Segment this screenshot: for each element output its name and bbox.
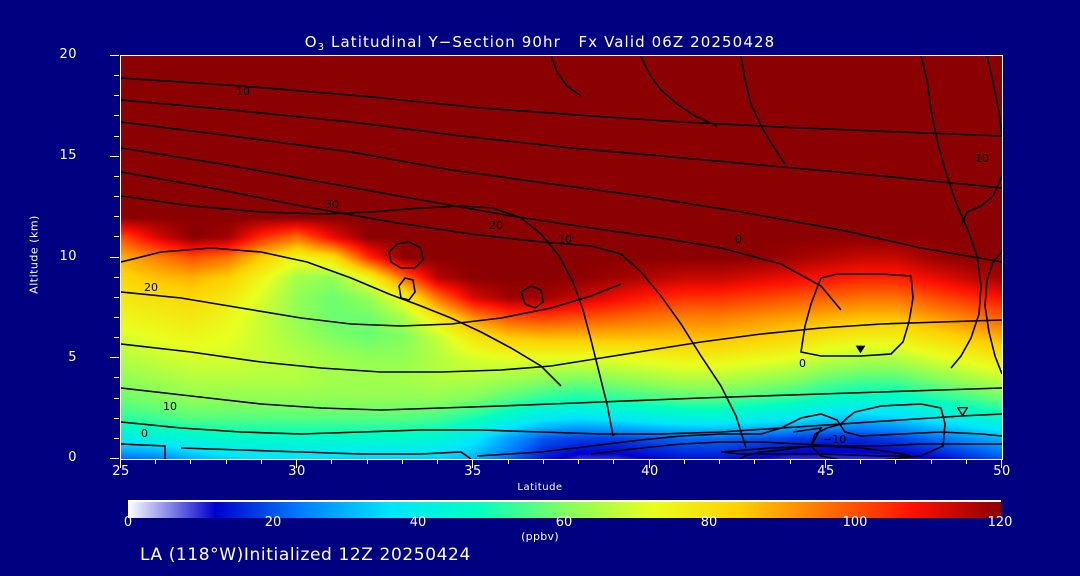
title-species-subscript: 3 xyxy=(317,42,326,53)
y-minor-tick xyxy=(114,136,119,137)
contour-label: 10 xyxy=(558,233,572,246)
y-minor-tick xyxy=(114,95,119,96)
contour-label: 10 xyxy=(236,85,250,98)
x-minor-tick xyxy=(437,459,438,464)
x-minor-tick xyxy=(367,459,368,464)
y-major-tick xyxy=(110,257,119,258)
x-tick-35: 35 xyxy=(464,464,482,479)
x-minor-tick xyxy=(226,459,227,464)
colorbar[interactable] xyxy=(128,500,1001,518)
y-minor-tick xyxy=(114,377,119,378)
contour-label: 0 xyxy=(141,427,148,440)
x-tick-25: 25 xyxy=(112,464,130,479)
y-minor-tick xyxy=(114,337,119,338)
contour-label: 0 xyxy=(799,357,806,370)
x-minor-tick xyxy=(190,459,191,464)
colorbar-tick-80: 80 xyxy=(700,515,718,530)
x-minor-tick xyxy=(895,459,896,464)
x-minor-tick xyxy=(578,459,579,464)
x-minor-tick xyxy=(719,459,720,464)
y-minor-tick xyxy=(114,176,119,177)
colorbar-tick-60: 60 xyxy=(555,515,573,530)
contour-label: −10 xyxy=(823,433,847,446)
x-major-tick xyxy=(296,459,297,468)
x-axis-label: Latitude xyxy=(517,482,563,493)
x-major-tick xyxy=(649,459,650,468)
y-major-tick xyxy=(110,55,119,56)
x-tick-50: 50 xyxy=(993,464,1011,479)
y-minor-tick xyxy=(114,216,119,217)
y-minor-tick xyxy=(114,438,119,439)
x-major-tick xyxy=(825,459,826,468)
y-tick-20: 20 xyxy=(59,47,77,62)
ozone-heatmap-field xyxy=(121,56,1002,459)
open-down-triangle-marker xyxy=(957,407,968,416)
contour-label: 0 xyxy=(735,233,742,246)
colorbar-tick-120: 120 xyxy=(987,515,1013,530)
y-minor-tick xyxy=(114,418,119,419)
y-major-tick xyxy=(110,357,119,358)
y-minor-tick xyxy=(114,398,119,399)
x-tick-45: 45 xyxy=(817,464,835,479)
colorbar-tick-0: 0 xyxy=(123,515,133,530)
x-minor-tick xyxy=(261,459,262,464)
title-species: O xyxy=(304,33,318,51)
x-tick-30: 30 xyxy=(288,464,306,479)
y-minor-tick xyxy=(114,297,119,298)
colorbar-units-label: (ppbv) xyxy=(521,530,559,543)
y-minor-tick xyxy=(114,277,119,278)
y-major-tick xyxy=(110,156,119,157)
x-minor-tick xyxy=(754,459,755,464)
y-minor-tick xyxy=(114,115,119,116)
x-minor-tick xyxy=(860,459,861,464)
page-title: O3 Latitudinal Y−Section 90hr Fx Valid 0… xyxy=(0,33,1080,53)
x-minor-tick xyxy=(508,459,509,464)
colorbar-gradient xyxy=(128,502,1001,518)
y-tick-5: 5 xyxy=(68,350,77,365)
colorbar-tick-100: 100 xyxy=(842,515,868,530)
y-tick-0: 0 xyxy=(68,450,77,465)
x-minor-tick xyxy=(402,459,403,464)
colorbar-tick-20: 20 xyxy=(264,515,282,530)
contour-label: 20 xyxy=(489,219,503,232)
contour-label: 30 xyxy=(325,198,339,211)
x-major-tick xyxy=(472,459,473,468)
x-tick-40: 40 xyxy=(641,464,659,479)
cross-section-plot[interactable] xyxy=(120,55,1003,460)
y-tick-15: 15 xyxy=(59,148,77,163)
y-minor-tick xyxy=(114,196,119,197)
contour-label: 10 xyxy=(975,152,989,165)
x-minor-tick xyxy=(613,459,614,464)
filled-down-triangle-marker xyxy=(855,345,866,354)
y-minor-tick xyxy=(114,75,119,76)
x-minor-tick xyxy=(331,459,332,464)
x-major-tick xyxy=(1001,459,1002,468)
x-minor-tick xyxy=(790,459,791,464)
contour-label: 20 xyxy=(144,281,158,294)
x-minor-tick xyxy=(155,459,156,464)
x-minor-tick xyxy=(966,459,967,464)
colorbar-tick-40: 40 xyxy=(409,515,427,530)
x-minor-tick xyxy=(684,459,685,464)
x-minor-tick xyxy=(931,459,932,464)
y-major-tick xyxy=(110,458,119,459)
y-tick-10: 10 xyxy=(59,249,77,264)
y-minor-tick xyxy=(114,317,119,318)
y-minor-tick xyxy=(114,236,119,237)
contour-line-overlay xyxy=(121,56,1002,459)
contour-label: 10 xyxy=(163,400,177,413)
x-major-tick xyxy=(120,459,121,468)
x-minor-tick xyxy=(543,459,544,464)
figure-caption: LA (118°W)Initialized 12Z 20250424 xyxy=(140,545,471,565)
title-rest: Latitudinal Y−Section 90hr Fx Valid 06Z … xyxy=(325,33,776,51)
